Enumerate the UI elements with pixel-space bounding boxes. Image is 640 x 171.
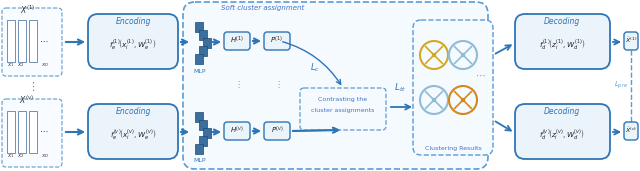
- Text: $f_d^{(v)}\!\left(z_i^{(v)},W_d^{(v)}\right)$: $f_d^{(v)}\!\left(z_i^{(v)},W_d^{(v)}\ri…: [539, 127, 585, 141]
- Bar: [7, 111, 15, 153]
- Bar: [195, 22, 203, 32]
- Circle shape: [461, 54, 465, 56]
- FancyBboxPatch shape: [300, 88, 386, 130]
- FancyBboxPatch shape: [515, 104, 610, 159]
- FancyBboxPatch shape: [515, 14, 610, 69]
- FancyBboxPatch shape: [224, 32, 250, 50]
- Bar: [18, 20, 26, 62]
- Text: $f_e^{(v)}\!\left(x_i^{(v)},W_e^{(v)}\right)$: $f_e^{(v)}\!\left(x_i^{(v)},W_e^{(v)}\ri…: [109, 127, 156, 141]
- Text: $x_2$: $x_2$: [17, 152, 24, 160]
- Bar: [199, 136, 207, 146]
- Text: MLP: MLP: [194, 69, 206, 74]
- Text: Decoding: Decoding: [544, 17, 580, 26]
- FancyBboxPatch shape: [224, 122, 250, 140]
- Text: $L_{pre}$: $L_{pre}$: [614, 80, 628, 91]
- FancyBboxPatch shape: [264, 32, 290, 50]
- Text: Soft cluster assignment: Soft cluster assignment: [221, 5, 305, 11]
- Text: cluster assignments: cluster assignments: [311, 108, 374, 113]
- Text: $\cdots$: $\cdots$: [39, 125, 49, 134]
- FancyBboxPatch shape: [88, 14, 178, 69]
- Bar: [199, 46, 207, 56]
- Bar: [195, 144, 203, 154]
- Text: $f_d^{(1)}\!\left(z_i^{(1)},W_d^{(1)}\right)$: $f_d^{(1)}\!\left(z_i^{(1)},W_d^{(1)}\ri…: [539, 37, 586, 51]
- Circle shape: [433, 54, 435, 56]
- FancyBboxPatch shape: [264, 122, 290, 140]
- Text: $f_e^{(1)}\!\left(x_i^{(1)},W_e^{(1)}\right)$: $f_e^{(1)}\!\left(x_i^{(1)},W_e^{(1)}\ri…: [109, 37, 157, 51]
- Bar: [29, 20, 37, 62]
- FancyBboxPatch shape: [2, 99, 62, 167]
- Text: $\vdots$: $\vdots$: [274, 79, 280, 90]
- Text: $\cdots$: $\cdots$: [475, 70, 485, 80]
- Bar: [203, 128, 211, 138]
- Text: $P^{(1)}$: $P^{(1)}$: [271, 34, 284, 45]
- Text: $\tilde{X}^{(v)}$: $\tilde{X}^{(v)}$: [625, 126, 637, 135]
- Bar: [29, 111, 37, 153]
- Text: $X^{(v)}$: $X^{(v)}$: [19, 94, 34, 106]
- Bar: [18, 111, 26, 153]
- Text: $\vdots$: $\vdots$: [234, 79, 240, 90]
- Text: Decoding: Decoding: [544, 107, 580, 116]
- FancyBboxPatch shape: [88, 104, 178, 159]
- Bar: [199, 120, 207, 130]
- FancyBboxPatch shape: [624, 32, 638, 50]
- Text: $H^{(1)}$: $H^{(1)}$: [230, 34, 244, 45]
- Text: $x_1$: $x_1$: [7, 152, 15, 160]
- Bar: [199, 30, 207, 40]
- Bar: [195, 54, 203, 64]
- Circle shape: [433, 98, 435, 102]
- Text: $\tilde{X}^{(1)}$: $\tilde{X}^{(1)}$: [625, 36, 637, 45]
- Text: $x_1$: $x_1$: [7, 61, 15, 69]
- Text: Encoding: Encoding: [115, 17, 150, 26]
- Bar: [195, 112, 203, 122]
- Text: $\cdots$: $\cdots$: [39, 35, 49, 44]
- Text: $x_D$: $x_D$: [41, 152, 49, 160]
- Text: $x_2$: $x_2$: [17, 61, 24, 69]
- FancyBboxPatch shape: [183, 2, 488, 169]
- Circle shape: [461, 98, 465, 102]
- Text: Contrasting the: Contrasting the: [319, 97, 367, 102]
- Text: Encoding: Encoding: [115, 107, 150, 116]
- Text: $H^{(v)}$: $H^{(v)}$: [230, 124, 244, 135]
- Text: $L_c$: $L_c$: [310, 61, 320, 74]
- Text: $L_{tt}$: $L_{tt}$: [394, 81, 406, 94]
- Text: $\vdots$: $\vdots$: [27, 80, 35, 93]
- FancyBboxPatch shape: [624, 122, 638, 140]
- Text: $P^{(v)}$: $P^{(v)}$: [271, 124, 284, 135]
- Text: MLP: MLP: [194, 158, 206, 163]
- Text: $X^{(1)}$: $X^{(1)}$: [20, 3, 35, 16]
- Text: $x_D$: $x_D$: [41, 61, 49, 69]
- FancyBboxPatch shape: [2, 8, 62, 76]
- Bar: [203, 38, 211, 48]
- Text: Clustering Results: Clustering Results: [424, 146, 481, 151]
- FancyBboxPatch shape: [413, 20, 493, 155]
- Bar: [7, 20, 15, 62]
